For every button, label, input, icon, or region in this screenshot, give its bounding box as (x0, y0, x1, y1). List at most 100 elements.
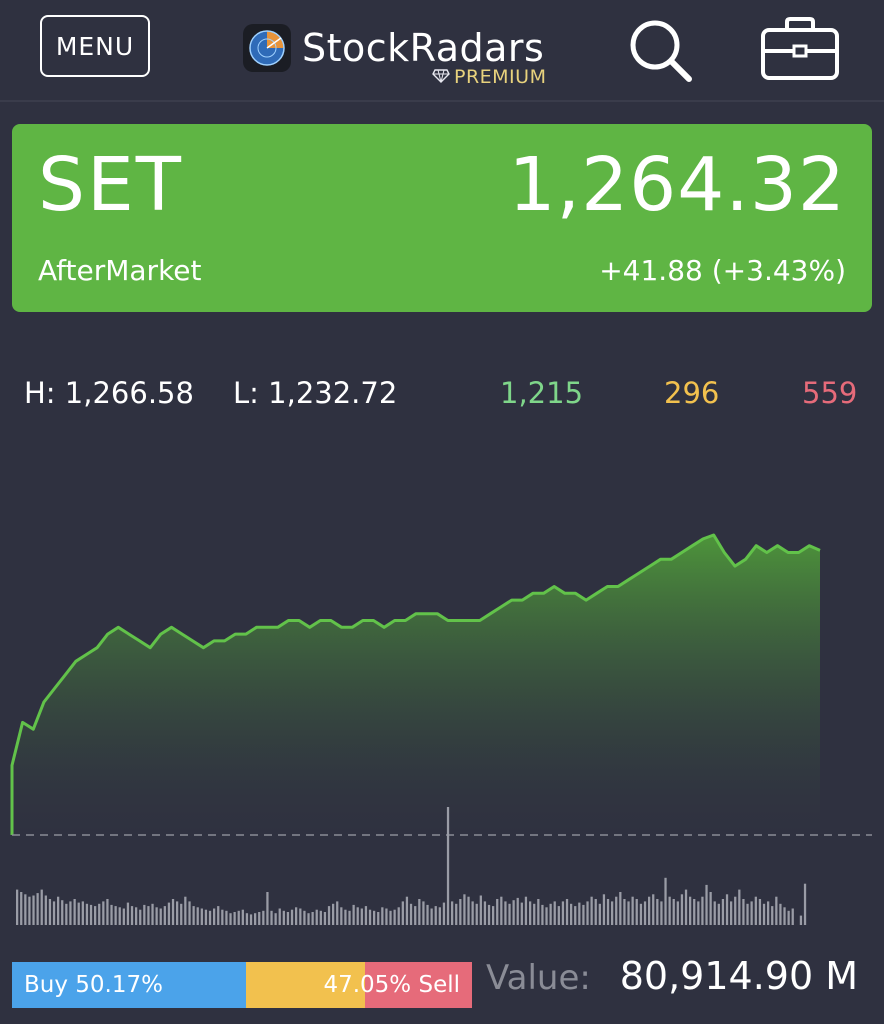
volume-bar (319, 910, 322, 925)
volume-bar (750, 901, 753, 925)
volume-bar (529, 901, 532, 925)
volume-bar (430, 908, 433, 925)
volume-bar (516, 897, 519, 925)
volume-bar (615, 896, 618, 925)
volume-bar (48, 899, 52, 925)
volume-bar (336, 901, 339, 925)
volume-bar (771, 906, 774, 925)
search-icon (630, 20, 692, 82)
search-button[interactable] (626, 17, 696, 83)
volume-bar (377, 912, 380, 925)
volume-bar (496, 899, 499, 925)
volume-bar (36, 893, 39, 925)
volume-bar (114, 906, 117, 925)
sell-label: 47.05% Sell (323, 972, 460, 998)
volume-bar (742, 899, 745, 925)
volume-bar (65, 903, 68, 925)
volume-bar (323, 912, 327, 925)
volume-bar (442, 902, 446, 925)
volume-bar (475, 903, 478, 925)
volume-bar (775, 896, 778, 925)
volume-bar (245, 913, 249, 925)
volume-bar (549, 903, 552, 925)
volume-bar (684, 889, 688, 925)
volume-bar (135, 907, 138, 925)
volume-bar (155, 907, 158, 925)
index-summary-card[interactable]: SET 1,264.32 AfterMarket +41.88 (+3.43%) (12, 124, 872, 312)
volume-bar (385, 908, 388, 925)
volume-bar (754, 896, 757, 925)
day-high: H: 1,266.58 (24, 376, 194, 410)
volume-bar (180, 903, 183, 925)
volume-bar (459, 899, 462, 925)
volume-bar (467, 896, 470, 925)
volume-bar (721, 899, 725, 925)
volume-bar (196, 907, 199, 925)
volume-bar (578, 902, 581, 925)
volume-bar (767, 901, 770, 925)
volume-bar (664, 877, 667, 925)
volume-bar (504, 901, 507, 925)
volume-bar (233, 912, 236, 925)
volume-bar (200, 908, 203, 925)
volume-bar (106, 899, 109, 925)
volume-bar (282, 910, 285, 925)
volume-bar (623, 899, 626, 925)
volume-bar (118, 907, 121, 925)
volume-bar (574, 906, 577, 925)
volume-bar (582, 904, 585, 925)
volume-bar (561, 901, 565, 925)
portfolio-button[interactable] (760, 16, 840, 82)
volume-bar (799, 915, 803, 925)
volume-bar (373, 910, 376, 925)
volume-bar (652, 894, 655, 925)
sell-portion (365, 962, 472, 1008)
volume-bar (163, 906, 166, 925)
volume-bar (409, 903, 413, 925)
volume-bar (40, 889, 43, 925)
intraday-chart[interactable] (0, 440, 884, 930)
volume-bar (286, 912, 290, 925)
volume-bar (204, 909, 208, 925)
index-name: SET (38, 142, 183, 228)
volume-bar (680, 894, 684, 925)
volume-bar (606, 899, 610, 925)
volume-bar (709, 892, 712, 925)
decliners-count: 559 (802, 376, 858, 410)
volume-bar (77, 902, 80, 925)
volume-bar (69, 901, 72, 925)
volume-bar (159, 908, 162, 925)
volume-bar (660, 901, 663, 925)
volume-bar (492, 906, 495, 925)
volume-bar (143, 904, 146, 925)
volume-bar (57, 896, 60, 925)
volume-bar (697, 901, 700, 925)
volume-bar (401, 901, 404, 925)
volume-bar (803, 883, 807, 925)
volume-bar (676, 901, 679, 925)
volume-bar (426, 904, 429, 925)
volume-bar (689, 896, 692, 925)
volume-bar (570, 903, 573, 925)
volume-bar (126, 902, 130, 925)
volume-bar (787, 910, 790, 925)
volume-bar (151, 903, 154, 925)
volume-bar (290, 909, 294, 925)
volume-bar (217, 906, 220, 925)
volume-bar (98, 903, 101, 925)
volume-bar (508, 903, 511, 925)
volume-bar (405, 896, 409, 925)
volume-bar (545, 907, 548, 925)
volume-bar (208, 910, 212, 925)
menu-button[interactable]: MENU (40, 15, 150, 77)
volume-bar (213, 908, 216, 925)
volume-bar (364, 906, 368, 925)
volume-bar (278, 908, 281, 925)
market-value-amount: 80,914.90 M (619, 954, 858, 998)
price-line (10, 533, 821, 835)
top-header: MENU StockRadars PREMIUM (0, 0, 884, 102)
market-value-label: Value: (486, 958, 591, 998)
volume-bar (327, 906, 331, 925)
volume-bar (438, 907, 441, 925)
volume-bar (451, 901, 454, 925)
